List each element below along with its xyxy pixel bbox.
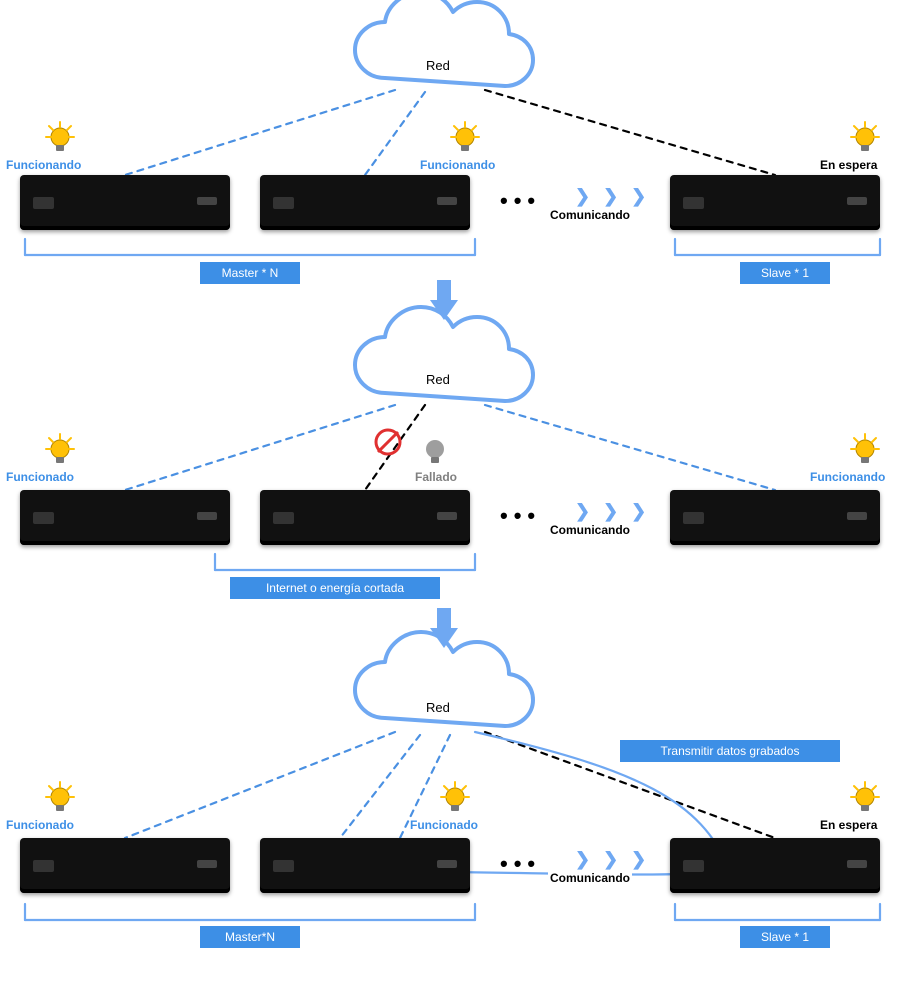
bulb-s2-mid <box>415 432 455 472</box>
dots-s3: ••• <box>500 851 541 877</box>
slave-label-3: Slave * 1 <box>740 926 830 948</box>
communicating-s3: Comunicando <box>548 871 632 885</box>
arrow-2-3 <box>430 628 458 648</box>
status-s1-left: Funcionando <box>6 158 81 172</box>
device-s1-1 <box>20 175 230 230</box>
status-s2-left: Funcionado <box>6 470 74 484</box>
device-s1-3 <box>670 175 880 230</box>
diagram-stage: Red Funcionando Funcionando En espera ••… <box>0 0 900 1000</box>
dots-s2: ••• <box>500 503 541 529</box>
arrow-1-2 <box>430 300 458 320</box>
bulb-s1-left <box>40 120 80 160</box>
transmit-label: Transmitir datos grabados <box>620 740 840 762</box>
device-s3-2 <box>260 838 470 893</box>
status-s1-mid: Funcionando <box>420 158 495 172</box>
bulb-s2-right <box>845 432 885 472</box>
device-s2-3 <box>670 490 880 545</box>
master-label-1: Master * N <box>200 262 300 284</box>
bulb-s3-right <box>845 780 885 820</box>
status-s3-right: En espera <box>820 818 877 832</box>
bulb-s1-mid <box>445 120 485 160</box>
device-s1-2 <box>260 175 470 230</box>
dots-s1: ••• <box>500 188 541 214</box>
cut-label: Internet o energía cortada <box>230 577 440 599</box>
cloud-label-2: Red <box>426 372 450 387</box>
cloud-label-3: Red <box>426 700 450 715</box>
status-s1-right: En espera <box>820 158 877 172</box>
bulb-s3-left <box>40 780 80 820</box>
status-s2-right: Funcionando <box>810 470 885 484</box>
bulb-s3-mid <box>435 780 475 820</box>
status-s2-mid: Fallado <box>415 470 457 484</box>
device-s3-1 <box>20 838 230 893</box>
master-label-3: Master*N <box>200 926 300 948</box>
bulb-s1-right <box>845 120 885 160</box>
chevrons-s1: ❯ ❯ ❯ <box>575 186 650 207</box>
status-s3-left: Funcionado <box>6 818 74 832</box>
device-s3-3 <box>670 838 880 893</box>
device-s2-1 <box>20 490 230 545</box>
slave-label-1: Slave * 1 <box>740 262 830 284</box>
device-s2-2 <box>260 490 470 545</box>
status-s3-mid: Funcionado <box>410 818 478 832</box>
communicating-s2: Comunicando <box>548 523 632 537</box>
cloud-label-1: Red <box>426 58 450 73</box>
bulb-s2-left <box>40 432 80 472</box>
chevrons-s2: ❯ ❯ ❯ <box>575 501 650 522</box>
chevrons-s3: ❯ ❯ ❯ <box>575 849 650 870</box>
communicating-s1: Comunicando <box>548 208 632 222</box>
